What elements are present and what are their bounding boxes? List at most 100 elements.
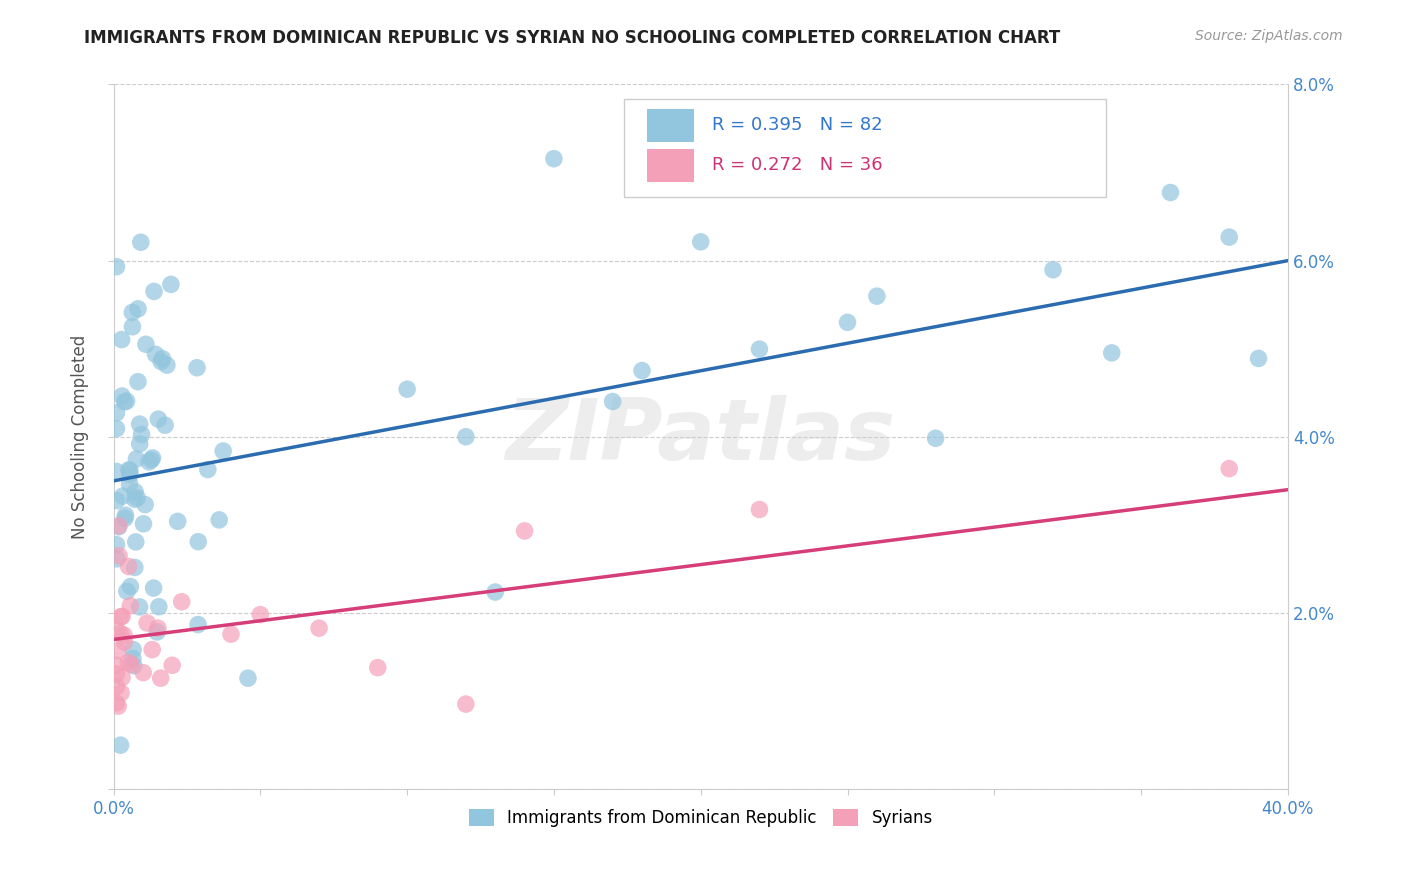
Text: R = 0.395   N = 82: R = 0.395 N = 82: [713, 116, 883, 135]
Point: [110, 738, 132, 752]
Point: [145, 347, 167, 361]
Point: [187, 534, 209, 549]
Point: [924, 431, 946, 445]
Point: [160, 658, 183, 673]
Text: IMMIGRANTS FROM DOMINICAN REPUBLIC VS SYRIAN NO SCHOOLING COMPLETED CORRELATION : IMMIGRANTS FROM DOMINICAN REPUBLIC VS SY…: [84, 29, 1060, 46]
Point: [1218, 461, 1240, 475]
Point: [1101, 346, 1123, 360]
FancyBboxPatch shape: [647, 149, 693, 182]
Point: [124, 560, 146, 574]
Point: [105, 406, 128, 420]
Point: [1247, 351, 1270, 366]
Point: [249, 607, 271, 622]
Point: [631, 363, 654, 377]
Point: [1042, 262, 1064, 277]
Point: [121, 319, 143, 334]
Point: [148, 599, 170, 614]
Point: [110, 609, 132, 624]
Point: [135, 337, 157, 351]
Point: [128, 599, 150, 614]
Point: [124, 484, 146, 499]
Point: [105, 666, 128, 681]
Point: [131, 427, 153, 442]
Point: [689, 235, 711, 249]
Point: [153, 418, 176, 433]
Point: [186, 360, 208, 375]
Point: [115, 394, 138, 409]
Point: [602, 394, 624, 409]
Text: Source: ZipAtlas.com: Source: ZipAtlas.com: [1195, 29, 1343, 43]
Point: [156, 358, 179, 372]
Point: [105, 538, 128, 552]
Point: [132, 516, 155, 531]
Point: [141, 453, 163, 467]
Point: [105, 658, 128, 673]
Point: [134, 498, 156, 512]
Text: R = 0.272   N = 36: R = 0.272 N = 36: [713, 156, 883, 175]
Point: [136, 615, 159, 630]
Point: [121, 305, 143, 319]
Point: [125, 535, 148, 549]
Point: [212, 444, 235, 458]
Point: [367, 660, 389, 674]
Point: [115, 584, 138, 599]
Point: [118, 463, 141, 477]
FancyBboxPatch shape: [647, 109, 693, 142]
Point: [543, 152, 565, 166]
Point: [117, 559, 139, 574]
Point: [308, 621, 330, 635]
Point: [110, 686, 132, 700]
Point: [122, 651, 145, 665]
Point: [484, 585, 506, 599]
Point: [141, 450, 163, 465]
Point: [114, 508, 136, 523]
Point: [132, 665, 155, 680]
Point: [197, 462, 219, 476]
Point: [748, 342, 770, 356]
Point: [124, 492, 146, 507]
Point: [983, 161, 1005, 175]
Point: [146, 621, 169, 635]
Point: [129, 235, 152, 250]
Point: [118, 463, 141, 477]
Point: [187, 617, 209, 632]
Point: [150, 354, 173, 368]
Point: [105, 552, 128, 566]
Point: [125, 452, 148, 467]
Point: [748, 502, 770, 516]
Point: [236, 671, 259, 685]
Point: [108, 549, 131, 563]
FancyBboxPatch shape: [624, 98, 1107, 197]
Point: [454, 430, 477, 444]
Point: [107, 520, 129, 534]
Point: [111, 489, 134, 503]
Point: [105, 465, 128, 479]
Point: [112, 628, 135, 642]
Point: [111, 333, 134, 347]
Point: [105, 260, 128, 274]
Point: [111, 609, 134, 624]
Point: [118, 467, 141, 482]
Point: [142, 581, 165, 595]
Y-axis label: No Schooling Completed: No Schooling Completed: [72, 334, 89, 539]
Point: [128, 437, 150, 451]
Point: [105, 623, 128, 637]
Point: [127, 375, 149, 389]
Point: [114, 511, 136, 525]
Point: [107, 644, 129, 658]
Point: [105, 696, 128, 710]
Point: [454, 697, 477, 711]
Point: [152, 351, 174, 366]
Point: [208, 513, 231, 527]
Point: [127, 491, 149, 505]
Point: [120, 599, 142, 613]
Point: [143, 285, 166, 299]
Point: [866, 289, 889, 303]
Point: [105, 493, 128, 508]
Point: [149, 671, 172, 685]
Point: [396, 382, 419, 396]
Point: [1159, 186, 1181, 200]
Point: [114, 635, 136, 649]
Point: [141, 642, 163, 657]
Point: [1218, 230, 1240, 244]
